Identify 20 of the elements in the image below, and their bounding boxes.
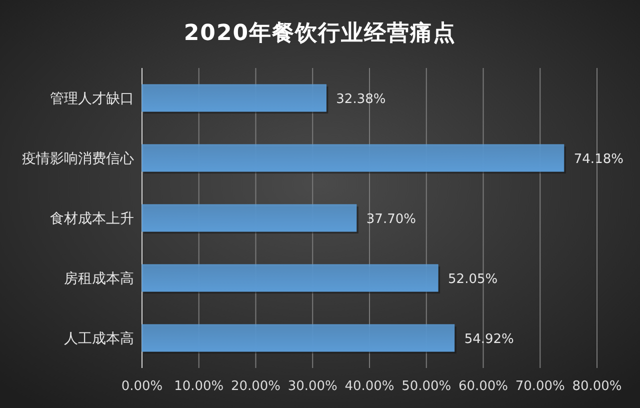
data-label: 37.70% — [366, 212, 416, 227]
y-tick-label: 疫情影响消费信心 — [22, 151, 134, 167]
x-tick-label: 80.00% — [572, 379, 622, 394]
x-tick-label: 70.00% — [515, 379, 565, 394]
x-tick-label: 50.00% — [402, 379, 452, 394]
chart-title: 2020年餐饮行业经营痛点 — [184, 21, 456, 46]
y-tick-label: 房租成本高 — [64, 271, 134, 287]
x-tick-label: 0.00% — [121, 379, 163, 394]
data-label: 52.05% — [448, 272, 498, 287]
data-label: 54.92% — [464, 332, 514, 347]
x-tick-label: 60.00% — [458, 379, 508, 394]
x-tick-label: 30.00% — [288, 379, 338, 394]
y-tick-label: 管理人才缺口 — [50, 91, 134, 107]
data-label: 74.18% — [574, 152, 624, 167]
x-tick-label: 10.00% — [174, 379, 224, 394]
y-tick-label: 食材成本上升 — [50, 211, 134, 227]
x-tick-label: 40.00% — [344, 379, 394, 394]
y-tick-label: 人工成本高 — [64, 331, 134, 347]
data-label: 32.38% — [336, 92, 386, 107]
x-tick-label: 20.00% — [230, 379, 281, 394]
